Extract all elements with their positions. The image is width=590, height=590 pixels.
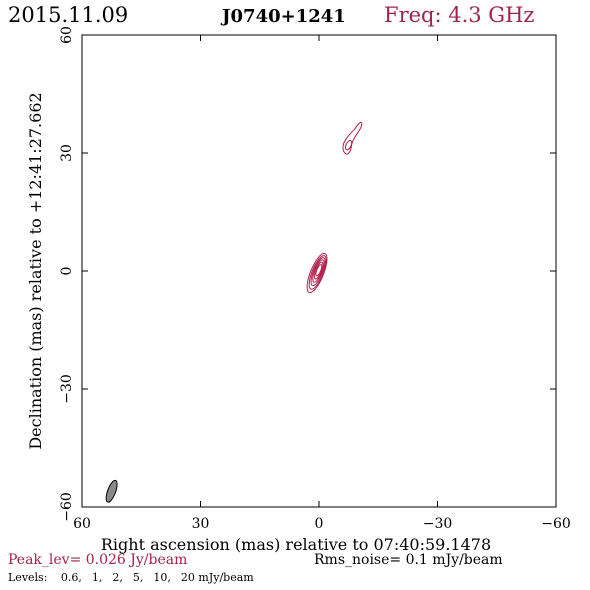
x-tick-labels: 60 30 0 −30 −60 bbox=[73, 516, 571, 532]
peak-level: Peak_lev= 0.026 Jy/beam bbox=[8, 552, 188, 568]
contour-levels: Levels: 0.6, 1, 2, 5, 10, 20 mJy/beam bbox=[8, 571, 254, 584]
core-contour bbox=[310, 257, 326, 287]
level-value: 2, bbox=[112, 571, 123, 584]
y-tick-labels: −60 −30 0 30 60 bbox=[59, 26, 75, 522]
level-value: 10, bbox=[153, 571, 171, 584]
core-contour bbox=[312, 259, 325, 283]
x-tick-label: −30 bbox=[423, 516, 453, 532]
y-tick-label: 0 bbox=[59, 267, 75, 276]
beam-ellipse bbox=[105, 479, 118, 503]
x-tick-label: −60 bbox=[541, 516, 571, 532]
beam-ellipse-group bbox=[105, 479, 118, 503]
level-value: 5, bbox=[132, 571, 144, 584]
x-tick-label: 60 bbox=[73, 516, 91, 532]
level-value: 0.6, bbox=[60, 571, 82, 584]
plot-frame bbox=[81, 34, 557, 508]
source-name: J0740+1241 bbox=[222, 6, 346, 27]
x-tick-label: 0 bbox=[315, 516, 324, 532]
core-contour bbox=[306, 252, 328, 294]
x-tick-label: 30 bbox=[192, 516, 210, 532]
y-tick-label: 30 bbox=[59, 144, 75, 162]
axis-ticks bbox=[81, 34, 557, 508]
y-axis-label: Declination (mas) relative to +12:41:27.… bbox=[26, 92, 45, 449]
core-contour bbox=[308, 255, 327, 290]
jet-contour-inner bbox=[345, 140, 353, 151]
contour-group bbox=[306, 121, 363, 294]
levels-label: Levels: bbox=[8, 571, 48, 584]
frequency-label: Freq: 4.3 GHz bbox=[384, 3, 535, 27]
y-tick-label: −60 bbox=[59, 492, 75, 522]
jet-contour-outer bbox=[342, 121, 363, 155]
core-contour bbox=[315, 264, 323, 277]
y-tick-label: 60 bbox=[59, 26, 75, 44]
x-axis-label: Right ascension (mas) relative to 07:40:… bbox=[101, 535, 491, 554]
y-tick-label: −30 bbox=[59, 374, 75, 404]
rms-noise: Rms_noise= 0.1 mJy/beam bbox=[314, 552, 503, 568]
core-contour bbox=[313, 261, 324, 280]
level-value: 1, bbox=[91, 571, 103, 584]
levels-list: 0.6, 1, 2, 5, 10, 20 mJy/beam bbox=[51, 571, 254, 584]
observation-date: 2015.11.09 bbox=[8, 3, 129, 27]
level-value: 20 mJy/beam bbox=[180, 571, 254, 584]
